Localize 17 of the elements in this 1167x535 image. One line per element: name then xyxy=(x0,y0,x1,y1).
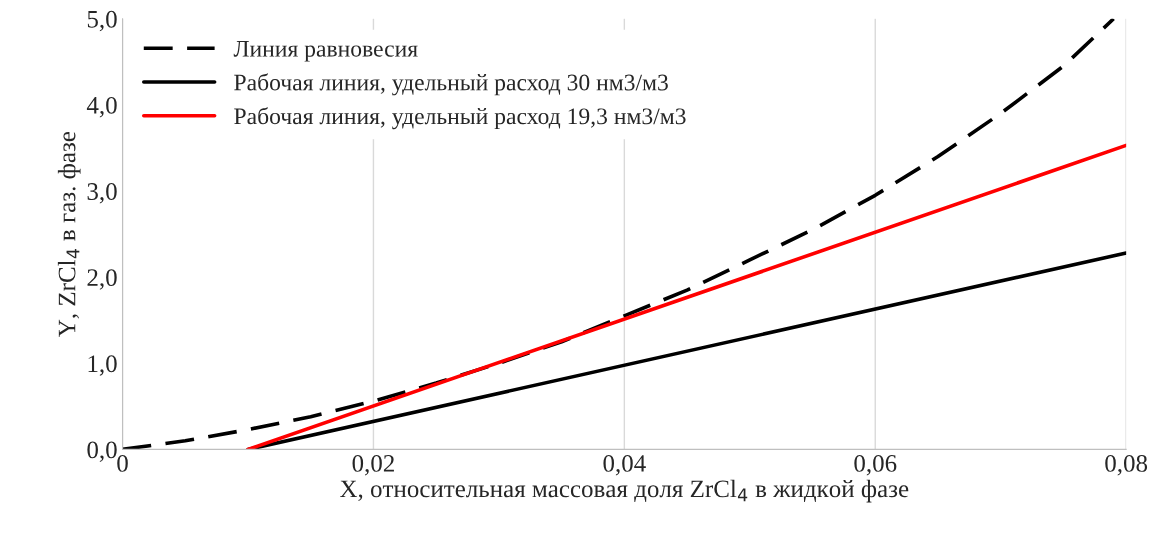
x-tick-label: 0,06 xyxy=(854,454,897,476)
x-tick-label: 0,02 xyxy=(352,454,394,476)
y-axis-title: Y, ZrCl$_{4}$ в газ. фазе xyxy=(57,131,81,337)
y-tick-label: 3,0 xyxy=(87,183,117,204)
line-series xyxy=(122,18,1116,450)
y-tick-label: 5,0 xyxy=(87,10,117,32)
x-tick-label: 0 xyxy=(117,454,128,472)
x-tick-label: 0,08 xyxy=(1105,454,1148,476)
x-axis-title: X, относительная массовая доля ZrCl$_{4}$ в жидкой фазе xyxy=(340,479,909,503)
x-tick-label: 0,04 xyxy=(603,454,646,476)
y-tick-label: 1,0 xyxy=(88,355,117,376)
legend-label: Линия равновесия xyxy=(233,41,418,62)
y-tick-label: 0,0 xyxy=(87,441,117,462)
y-tick-label: 4,0 xyxy=(86,96,117,118)
legend-label: Рабочая линия, удельный расход 30 нм3/м3 xyxy=(234,73,668,96)
y-tick-label: 2,0 xyxy=(87,269,117,290)
legend-label: Рабочая линия, удельный расход 19,3 нм3/м3 xyxy=(234,107,686,130)
